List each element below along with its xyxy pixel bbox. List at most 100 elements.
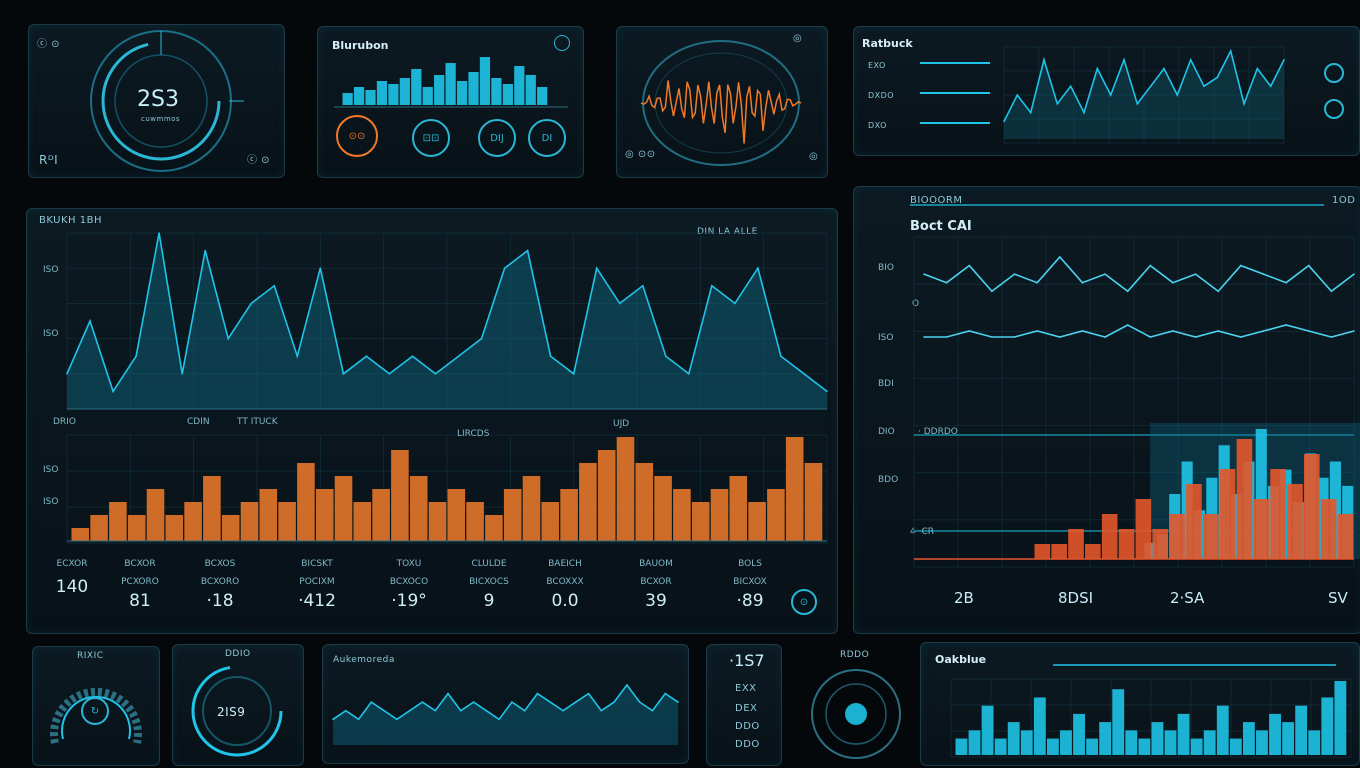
bottom-wave-point: [549, 701, 552, 703]
top-line-point: [1149, 85, 1152, 87]
bottom-wave-area: [333, 685, 678, 745]
main-right-s1-line: [923, 255, 1355, 293]
bottom-wave-point: [396, 718, 398, 721]
main-upper-point: [803, 373, 805, 375]
main-right-bars-bar: [1230, 494, 1243, 559]
spark-bar: [1190, 738, 1203, 755]
spark-bar: [1060, 730, 1072, 755]
main-right-s1-point: [1240, 264, 1242, 267]
main-right-red-bar: [1135, 499, 1152, 559]
side-value-3: DEX: [735, 703, 758, 714]
main-right-s2-point: [991, 336, 993, 338]
display-button[interactable]: ⊡⊡: [412, 119, 450, 157]
main-right-header: BIOOORM: [910, 195, 963, 206]
bars-bar: [514, 66, 525, 105]
main-upper-point: [480, 337, 483, 340]
bottom-wave-point: [344, 709, 347, 712]
bottom-wave-point: [536, 692, 539, 695]
spark-bar: [1125, 730, 1138, 755]
main-lower-bar: [560, 489, 578, 541]
readout-9: BOLS BICXOX ·89: [715, 559, 785, 611]
line-panel-title: Ratbuck: [862, 37, 913, 50]
top-line-point: [1176, 94, 1179, 96]
spark-bar: [1282, 722, 1295, 755]
mid-label-2: CDIN: [187, 417, 210, 427]
bottom-wave-point: [447, 692, 449, 695]
main-lower-bar: [334, 476, 353, 541]
readout-1-label: ECXOR: [56, 559, 88, 569]
top-line-point: [1096, 67, 1099, 70]
main-right-red-bar: [1337, 514, 1354, 559]
main-lower-bar: [579, 463, 597, 541]
readout-3: BCXOS BCXORO ·18: [185, 559, 255, 611]
y-label-4: ISO: [43, 497, 59, 507]
spark-bar: [1203, 730, 1216, 755]
main-upper-point: [181, 373, 183, 375]
main-upper-point: [342, 373, 345, 375]
spark-bar: [1269, 713, 1281, 755]
line-panel-top: Ratbuck EXO DXDO DXO: [853, 26, 1360, 156]
top-line-point: [1256, 67, 1259, 70]
bottom-wave-point: [626, 684, 628, 686]
mid-label-3: TT ITUCK: [237, 417, 278, 427]
knob-center[interactable]: [842, 700, 870, 728]
main-upper-point: [688, 373, 690, 375]
readout-8-value: 39: [645, 591, 667, 611]
main-lower-bar: [767, 489, 785, 541]
main-right-s1-point: [1172, 281, 1174, 284]
bottom-wave-point: [511, 701, 513, 703]
main-upper-point: [780, 355, 782, 357]
dij-button[interactable]: DIJ: [478, 119, 516, 157]
bottom-gauge-1: RIXIC ↻: [32, 646, 160, 766]
gauge-value: 2S3: [137, 87, 179, 112]
main-lower-bar: [654, 476, 672, 541]
r-y-label-3: ISO: [878, 333, 894, 343]
main-right-red-bar: [1202, 514, 1219, 559]
bottom-gauge-1-title: RIXIC: [77, 651, 104, 661]
main-right-subtitle: Boct CAI: [910, 219, 972, 234]
toggle-icon-2[interactable]: [1324, 99, 1344, 119]
record-button[interactable]: ⊙⊙: [336, 115, 378, 157]
bottom-wave-point: [459, 709, 462, 712]
readout-8: BAUOM BCXOR 39: [621, 559, 691, 611]
main-right-red-bar: [1270, 469, 1286, 559]
readout-4-label: BICSKT: [301, 559, 333, 569]
toggle-icon-1[interactable]: [1324, 63, 1344, 83]
main-lower-bar: [203, 476, 221, 541]
main-right-s1-point: [1013, 273, 1016, 275]
spark-bar: [1007, 722, 1020, 755]
main-right-s1-point: [1126, 290, 1129, 293]
side-value-1: ·1S7: [729, 651, 765, 670]
r-bottom-label-2: 8DSI: [1058, 589, 1094, 607]
spark-bar: [1086, 738, 1099, 755]
main-right-red-bar: [1169, 514, 1185, 559]
spark-bar: [1020, 730, 1033, 755]
main-right-red-bar: [1068, 529, 1084, 559]
main-lower-bar: [240, 502, 259, 541]
readout-7: BAEICH BCOXXX 0.0: [527, 559, 603, 611]
di-button[interactable]: DI: [528, 119, 566, 157]
bars-bar: [399, 78, 410, 105]
main-right-s2-point: [1036, 330, 1038, 332]
r-mid-label: · DDRDO: [918, 427, 958, 437]
expand-icon[interactable]: ⊙: [791, 589, 817, 615]
readout-7-label: BAEICH: [548, 559, 582, 569]
main-upper-point: [250, 302, 253, 305]
main-upper-point: [411, 355, 414, 357]
bars-bar: [376, 81, 388, 105]
bottom-gauge-1-knob[interactable]: ↻: [81, 697, 109, 725]
settings-icon[interactable]: [554, 35, 570, 51]
r-y-label-2: O: [912, 299, 920, 309]
spark-bar: [1229, 738, 1242, 755]
main-right-s2-point: [1172, 330, 1174, 332]
bars-bar: [353, 87, 365, 105]
main-right-s1-point: [1262, 273, 1265, 275]
bottom-wave-point: [370, 701, 373, 703]
readout-7-value: 0.0: [551, 591, 579, 611]
main-lower-bar: [409, 476, 428, 541]
main-lower-bar: [221, 515, 240, 541]
bottom-spark-title: Oakblue: [935, 653, 987, 666]
main-upper-point: [204, 249, 206, 252]
main-lower-bar: [503, 489, 522, 541]
spark-bar: [1073, 713, 1085, 755]
